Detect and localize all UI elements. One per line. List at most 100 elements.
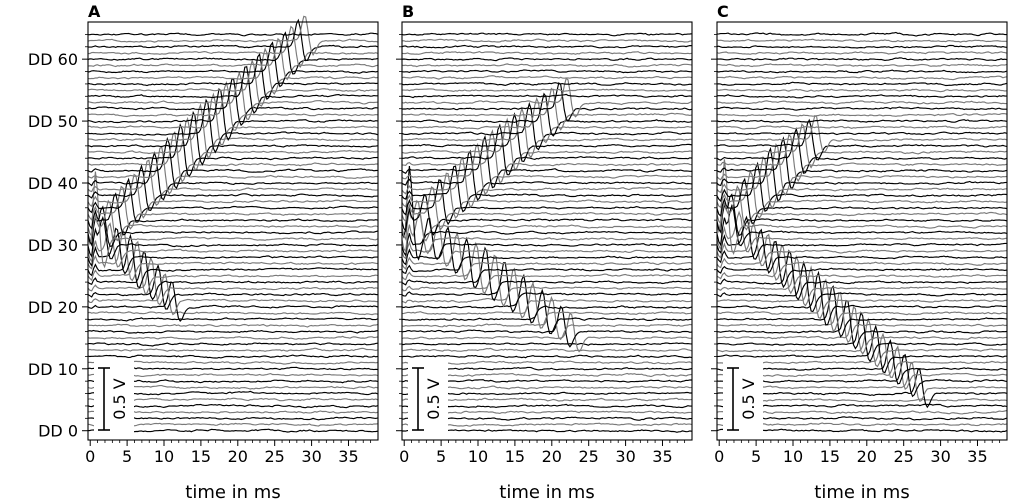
- trace-line: [87, 366, 378, 371]
- trace-line: [716, 44, 1007, 49]
- trace-line: [716, 215, 1007, 260]
- trace-line: [716, 363, 1007, 402]
- trace-line: [716, 398, 1007, 403]
- trace-line: [87, 52, 378, 101]
- trace-line: [716, 254, 1007, 307]
- x-tick-label: 0: [85, 447, 95, 466]
- trace-line: [716, 184, 1007, 231]
- trace-line: [716, 193, 1007, 237]
- panel-c-traces: [716, 31, 1007, 433]
- trace-line: [401, 172, 692, 219]
- trace-line: [401, 166, 692, 261]
- trace-line: [87, 80, 378, 131]
- y-tick-label: DD 50: [28, 112, 78, 131]
- panel-b-y-ticks: [396, 33, 402, 432]
- trace-line: [87, 65, 378, 115]
- trace-line: [401, 69, 692, 74]
- trace-line: [87, 171, 378, 269]
- x-tick-label: 35: [338, 447, 358, 466]
- trace-line: [716, 133, 1007, 183]
- trace-line: [87, 41, 378, 88]
- trace-line: [87, 372, 378, 377]
- trace-line: [401, 241, 692, 294]
- trace-line: [87, 428, 378, 433]
- trace-line: [87, 163, 378, 212]
- trace-line: [87, 58, 378, 107]
- trace-line: [401, 32, 692, 37]
- trace-line: [401, 397, 692, 402]
- trace-line: [716, 156, 1007, 210]
- trace-line: [716, 332, 1007, 379]
- trace-line: [401, 77, 692, 118]
- trace-line: [716, 311, 1007, 363]
- panel-label-c: C: [717, 2, 729, 21]
- trace-line: [87, 228, 378, 282]
- trace-line: [716, 127, 1007, 174]
- trace-line: [716, 51, 1007, 55]
- trace-line: [401, 385, 692, 390]
- trace-line: [401, 288, 692, 335]
- trace-line: [401, 403, 692, 409]
- trace-line: [401, 44, 692, 49]
- y-tick-label: DD 60: [28, 50, 78, 69]
- x-tick-label: 25: [894, 447, 914, 466]
- trace-line: [716, 222, 1007, 267]
- trace-line: [716, 228, 1007, 274]
- panel-c-frame: [716, 21, 1008, 441]
- trace-line: [716, 136, 1007, 189]
- panel-b-traces: [401, 32, 692, 433]
- trace-line: [716, 410, 1007, 415]
- trace-line: [87, 390, 378, 396]
- panel-b-frame: [401, 21, 693, 441]
- trace-line: [87, 347, 378, 352]
- panel-a-x-ticks: 0 5 10 15 20 25 30 35: [85, 440, 372, 466]
- trace-line: [87, 311, 378, 316]
- panel-a: A 0 5 10 15 20 25 30 35 DD 0 DD 10 DD 20 DD 30 DD 4…: [28, 2, 379, 503]
- trace-line: [87, 205, 378, 247]
- x-tick-label: 20: [857, 447, 877, 466]
- trace-line: [401, 186, 692, 231]
- trace-line: [716, 177, 1007, 224]
- trace-line: [716, 249, 1007, 301]
- trace-line: [401, 112, 692, 163]
- trace-line: [716, 210, 1007, 253]
- trace-line: [401, 254, 692, 308]
- trace-line: [401, 246, 692, 302]
- trace-line: [88, 342, 378, 347]
- trace-line: [87, 123, 378, 177]
- trace-line: [87, 25, 378, 68]
- trace-line: [87, 185, 378, 230]
- panel-a-traces: [87, 15, 378, 433]
- trace-line: [401, 50, 692, 55]
- trace-line: [87, 240, 378, 295]
- trace-line: [716, 142, 1007, 197]
- trace-line: [87, 385, 378, 390]
- trace-line: [402, 428, 692, 433]
- trace-line: [716, 81, 1007, 87]
- trace-line: [716, 100, 1007, 105]
- panel-b: B 0 5 10 15 20 25 30 35 0.5 V time in ms: [396, 2, 693, 503]
- y-tick-label: DD 10: [28, 360, 78, 379]
- scale-bar-label: 0.5 V: [739, 378, 758, 420]
- trace-line: [401, 57, 692, 62]
- trace-line: [401, 101, 692, 151]
- trace-line: [716, 169, 1007, 219]
- trace-line: [87, 37, 378, 81]
- trace-line: [87, 103, 378, 159]
- trace-line: [401, 372, 692, 378]
- trace-line: [716, 69, 1007, 74]
- trace-line: [87, 416, 378, 421]
- x-tick-label: 20: [542, 447, 562, 466]
- panel-c: C 0 5 10 15 20 25 30 35 0.5 V time in ms: [711, 2, 1008, 503]
- trace-line: [401, 222, 692, 267]
- x-tick-label: 30: [301, 447, 321, 466]
- trace-line: [401, 225, 692, 274]
- trace-line: [717, 75, 1007, 81]
- trace-line: [401, 149, 692, 201]
- trace-line: [716, 270, 1007, 326]
- trace-line: [716, 338, 1007, 385]
- panel-label-b: B: [402, 2, 414, 21]
- x-tick-label: 30: [930, 447, 950, 466]
- trace-line: [401, 273, 692, 324]
- trace-line: [716, 233, 1007, 281]
